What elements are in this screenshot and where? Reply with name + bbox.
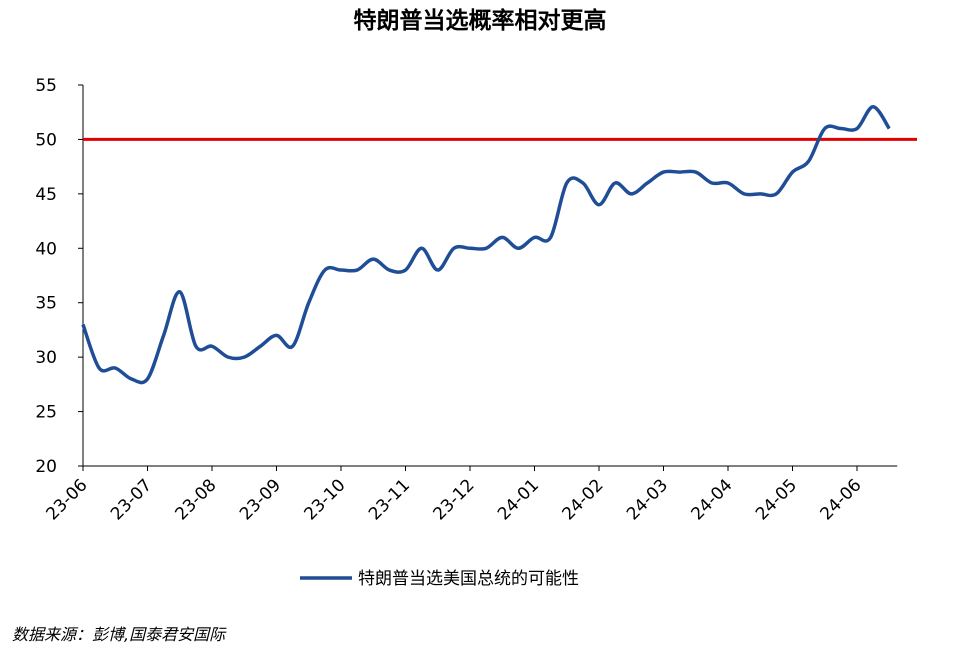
x-tick-label: 24-06 xyxy=(816,475,865,524)
x-tick-label: 23-07 xyxy=(107,475,156,524)
x-tick-label: 23-11 xyxy=(365,475,414,524)
x-tick-label: 23-08 xyxy=(171,475,220,524)
x-tick-label: 23-06 xyxy=(42,475,91,524)
chart-title: 特朗普当选概率相对更高 xyxy=(354,7,607,34)
y-tick-label: 30 xyxy=(35,348,57,368)
y-tick-label: 40 xyxy=(35,239,57,259)
x-tick-label: 24-05 xyxy=(752,475,801,524)
source-note: 数据来源：彭博,国泰君安国际 xyxy=(12,625,227,644)
x-tick-label: 24-04 xyxy=(687,475,736,524)
y-tick-label: 50 xyxy=(35,130,57,150)
y-tick-label: 20 xyxy=(35,457,57,477)
line-series xyxy=(81,105,891,385)
y-tick-label: 45 xyxy=(35,185,57,205)
y-tick-label: 25 xyxy=(35,403,57,423)
x-tick-label: 24-01 xyxy=(494,475,543,524)
x-tick-label: 23-12 xyxy=(429,475,478,524)
x-tick-label: 23-10 xyxy=(300,475,349,524)
x-tick-label: 23-09 xyxy=(236,475,285,524)
y-tick-label: 35 xyxy=(35,294,57,314)
legend-label: 特朗普当选美国总统的可能性 xyxy=(358,569,579,589)
y-tick-label: 55 xyxy=(35,76,57,96)
x-tick-label: 24-03 xyxy=(623,475,672,524)
x-tick-label: 24-02 xyxy=(558,475,607,524)
